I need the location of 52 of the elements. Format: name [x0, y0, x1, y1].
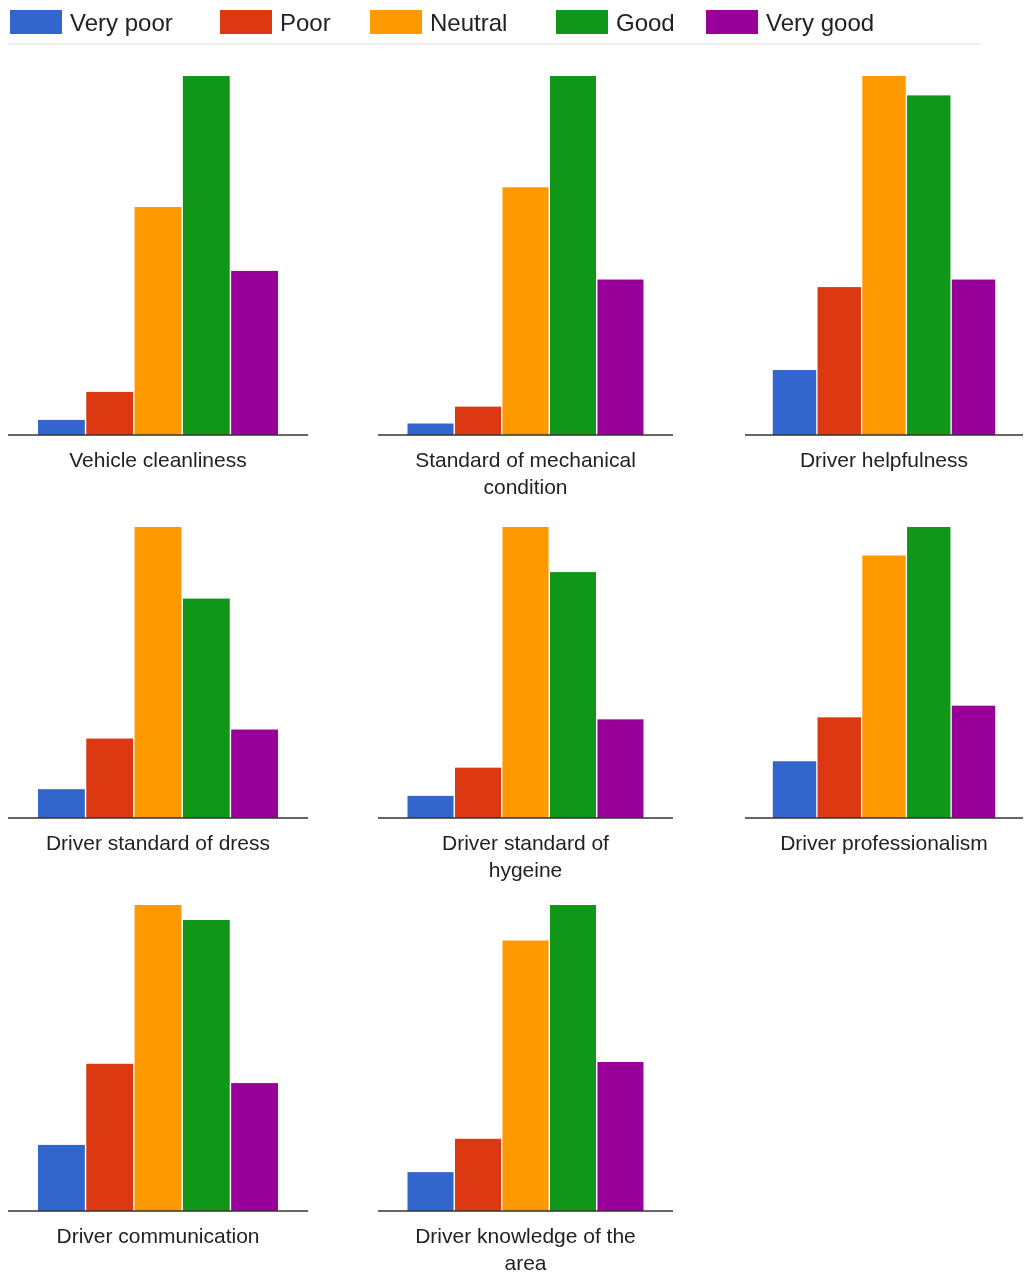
bar — [86, 1063, 134, 1211]
bar — [407, 795, 454, 818]
bar — [134, 905, 182, 1211]
legend-label: Poor — [280, 9, 331, 36]
bar — [454, 1138, 502, 1211]
bar — [38, 789, 85, 818]
text: Driver standard of hygeine — [442, 831, 610, 881]
text: Driver communication — [56, 1224, 260, 1247]
text: Driver professionalism — [780, 831, 988, 854]
bar — [182, 76, 230, 435]
bar — [38, 419, 85, 435]
bar — [38, 1144, 85, 1211]
text: Driver standard of dress — [45, 831, 271, 854]
bar — [182, 598, 230, 818]
bar — [772, 761, 817, 818]
bar — [502, 187, 549, 435]
bar — [907, 95, 951, 435]
bar — [231, 1083, 278, 1211]
bar — [231, 729, 278, 818]
bar — [549, 572, 597, 818]
legend-label: Neutral — [430, 9, 508, 36]
bar — [549, 905, 597, 1211]
bar — [86, 738, 134, 818]
bar — [597, 719, 644, 818]
text: Vehicle cleanliness — [69, 448, 247, 471]
legend-label: Very good — [766, 9, 875, 36]
bar — [817, 717, 861, 818]
bar — [86, 391, 134, 435]
bar — [231, 270, 278, 435]
bar — [502, 940, 549, 1211]
legend-label: Very poor — [70, 9, 173, 36]
bar — [182, 919, 230, 1211]
bar — [951, 279, 996, 435]
bar — [454, 767, 502, 818]
bar — [597, 1061, 644, 1211]
bar — [134, 207, 182, 435]
bar — [502, 527, 549, 818]
bar — [862, 76, 906, 435]
bar — [597, 279, 644, 435]
bar — [134, 527, 182, 818]
bar — [549, 76, 597, 435]
bar — [407, 1172, 454, 1211]
text: Driver helpfulness — [799, 448, 969, 471]
bar — [772, 370, 817, 435]
bar — [454, 406, 502, 435]
bar — [817, 287, 861, 435]
bar — [907, 527, 951, 818]
text: Driver knowledge of the area — [415, 1224, 636, 1274]
legend-label: Good — [616, 9, 675, 36]
text: Standard of mechanical condition — [415, 448, 636, 498]
bar — [862, 555, 906, 818]
bar — [951, 705, 996, 818]
